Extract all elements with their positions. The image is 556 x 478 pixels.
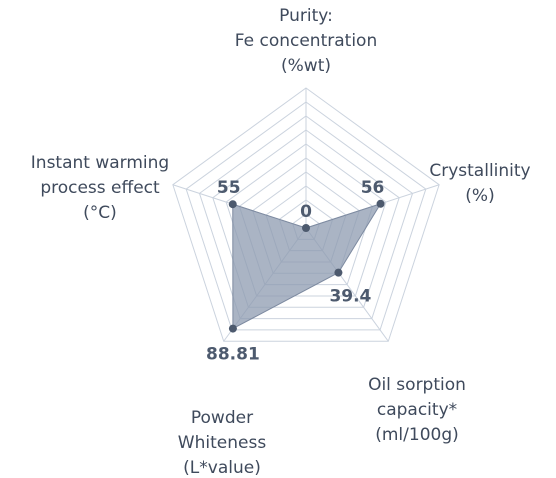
grid-ring [212, 129, 400, 308]
grid-ring [198, 115, 414, 320]
axis-label: (%) [465, 186, 494, 206]
grid-ring [225, 143, 387, 297]
value-label: 55 [217, 178, 241, 198]
axis-label: Whiteness [178, 433, 267, 453]
axis-label: capacity* [377, 400, 457, 420]
axis-label: Oil sorption [368, 375, 466, 395]
axis-label: (ml/100g) [375, 425, 459, 445]
axis-label: (°C) [83, 203, 117, 223]
axis-label: Powder [191, 408, 253, 428]
value-label: 39.4 [329, 287, 371, 307]
axis-label: process effect [40, 178, 160, 198]
axis-label: (L*value) [183, 458, 261, 478]
value-label: 0 [300, 202, 312, 222]
grid-ring [172, 87, 440, 342]
value-label: 88.81 [206, 345, 260, 365]
data-point [228, 200, 237, 209]
data-point [334, 268, 343, 277]
axis-label: Purity: [279, 6, 333, 26]
data-area [232, 202, 382, 330]
data-point [228, 324, 237, 333]
axis-label: Instant warming [31, 153, 169, 173]
axis-label: Crystallinity [429, 161, 530, 181]
axis-label: (%wt) [281, 56, 331, 76]
data-point [302, 224, 310, 232]
grid-ring [185, 101, 427, 331]
value-label: 56 [361, 178, 385, 198]
axis-label: Fe concentration [235, 31, 377, 51]
data-point [376, 199, 385, 208]
